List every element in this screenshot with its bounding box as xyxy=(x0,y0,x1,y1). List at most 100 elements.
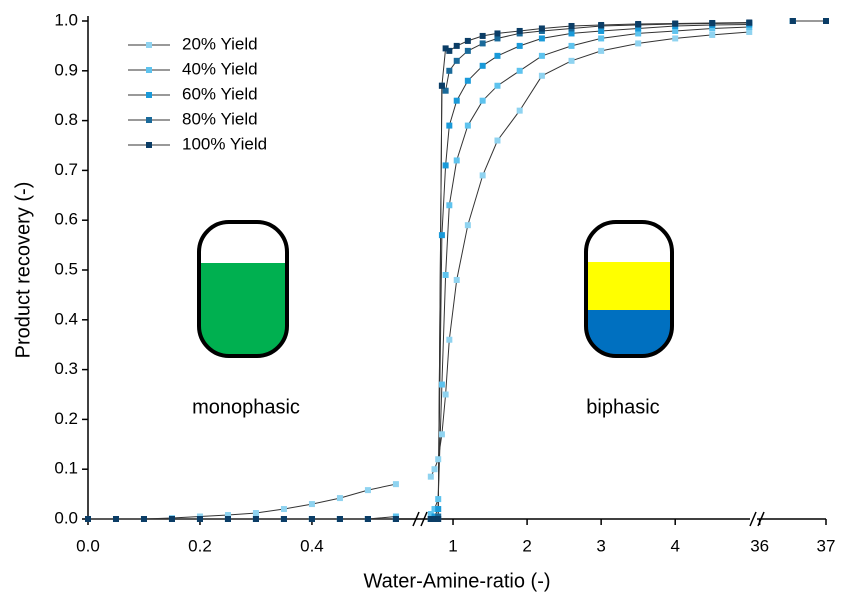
data-point xyxy=(480,98,486,104)
data-point xyxy=(709,32,715,38)
data-point xyxy=(517,43,523,49)
data-point xyxy=(494,83,500,89)
data-point xyxy=(454,98,460,104)
x-axis-label: Water-Amine-ratio (-) xyxy=(363,570,550,592)
data-point xyxy=(446,68,452,74)
y-tick-label: 0.8 xyxy=(54,110,78,129)
y-axis-label: Product recovery (-) xyxy=(12,182,34,359)
legend-label: 20% Yield xyxy=(182,34,258,53)
x-tick-label: 0.0 xyxy=(76,536,100,555)
data-point xyxy=(309,516,315,522)
y-tick-label: 0.5 xyxy=(54,259,78,278)
data-point xyxy=(790,18,796,24)
data-point xyxy=(454,277,460,283)
data-point xyxy=(709,20,715,26)
data-point xyxy=(672,20,678,26)
data-point xyxy=(113,516,119,522)
liquid-top xyxy=(586,262,672,310)
data-point xyxy=(225,516,231,522)
data-point xyxy=(494,30,500,36)
data-point xyxy=(635,21,641,27)
y-tick-label: 0.4 xyxy=(54,309,78,328)
data-point xyxy=(446,123,452,129)
data-point xyxy=(337,516,343,522)
data-point xyxy=(446,202,452,208)
data-point xyxy=(539,73,545,79)
data-point xyxy=(253,510,259,516)
data-point xyxy=(253,516,259,522)
legend-label: 40% Yield xyxy=(182,59,258,78)
data-point xyxy=(635,40,641,46)
legend-marker xyxy=(146,142,152,148)
data-point xyxy=(569,23,575,29)
data-point xyxy=(480,40,486,46)
data-point xyxy=(517,68,523,74)
chart: monophasic biphasic Water-Amine-ratio (-… xyxy=(0,0,841,597)
y-tick-label: 0.1 xyxy=(54,459,78,478)
data-point xyxy=(598,35,604,41)
data-point xyxy=(443,272,449,278)
data-point xyxy=(539,25,545,31)
data-point xyxy=(365,516,371,522)
data-point xyxy=(823,18,829,24)
data-point xyxy=(746,19,752,25)
data-point xyxy=(443,162,449,168)
y-tick-label: 0.9 xyxy=(54,60,78,79)
legend-marker xyxy=(146,42,152,48)
x-tick-label: 4 xyxy=(670,536,679,555)
data-point xyxy=(465,38,471,44)
data-point xyxy=(539,35,545,41)
data-point xyxy=(598,48,604,54)
liquid xyxy=(199,263,287,356)
legend-marker xyxy=(146,117,152,123)
data-point xyxy=(428,474,434,480)
legend-label: 60% Yield xyxy=(182,84,258,103)
data-point xyxy=(480,172,486,178)
annotation: biphasic xyxy=(586,396,659,418)
data-point xyxy=(454,157,460,163)
y-tick-label: 1.0 xyxy=(54,10,78,29)
data-point xyxy=(435,456,441,462)
data-point xyxy=(439,83,445,89)
data-point xyxy=(443,392,449,398)
legend-marker xyxy=(146,67,152,73)
data-point xyxy=(281,506,287,512)
data-point xyxy=(465,123,471,129)
data-point xyxy=(539,53,545,59)
data-point xyxy=(672,35,678,41)
data-point xyxy=(169,516,175,522)
y-tick-label: 0.3 xyxy=(54,359,78,378)
data-point xyxy=(439,232,445,238)
data-point xyxy=(517,108,523,114)
data-point xyxy=(435,506,441,512)
y-tick-label: 0.6 xyxy=(54,210,78,229)
data-point xyxy=(598,22,604,28)
data-point xyxy=(480,33,486,39)
data-point xyxy=(439,382,445,388)
data-point xyxy=(454,58,460,64)
x-tick-label: 1 xyxy=(448,536,457,555)
y-tick-label: 0.2 xyxy=(54,409,78,428)
x-tick-label: 0.2 xyxy=(188,536,212,555)
data-point xyxy=(517,28,523,34)
data-point xyxy=(197,516,203,522)
y-tick-label: 0.0 xyxy=(54,508,78,527)
legend-marker xyxy=(146,92,152,98)
data-point xyxy=(569,43,575,49)
legend-label: 80% Yield xyxy=(182,109,258,128)
data-point xyxy=(141,516,147,522)
data-point xyxy=(465,78,471,84)
data-point xyxy=(365,487,371,493)
x-tick-label: 3 xyxy=(596,536,605,555)
data-point xyxy=(494,53,500,59)
vessel-biphasic xyxy=(586,222,672,356)
data-point xyxy=(494,138,500,144)
x-tick-label: 37 xyxy=(817,536,836,555)
data-point xyxy=(480,63,486,69)
data-point xyxy=(454,43,460,49)
vessel-monophasic xyxy=(199,222,287,356)
x-tick-label: 36 xyxy=(750,536,769,555)
data-point xyxy=(281,516,287,522)
data-point xyxy=(435,516,441,522)
data-point xyxy=(432,466,438,472)
